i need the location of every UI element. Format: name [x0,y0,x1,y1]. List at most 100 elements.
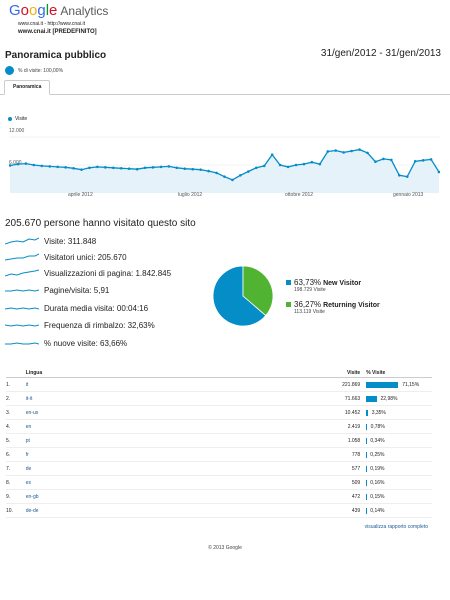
data-point[interactable] [111,166,115,170]
data-point[interactable] [413,159,417,163]
data-point[interactable] [143,166,147,170]
metric-unique-visitors[interactable]: Visitatori unici: 205.670 [5,250,127,264]
pie-slice-returning-visitor[interactable] [242,265,274,317]
pie-legend-new[interactable]: 63,73% New Visitor 198.729 Visite [286,278,361,293]
data-point[interactable] [437,170,440,174]
data-point[interactable] [16,162,20,166]
data-point[interactable] [326,150,330,153]
data-point[interactable] [270,153,274,157]
visitor-type-pie-chart[interactable] [212,265,274,327]
data-point[interactable] [135,167,139,171]
data-point[interactable] [374,160,377,164]
data-point[interactable] [231,178,234,182]
col-header-pct-visits[interactable]: % Visite [366,368,432,378]
table-row[interactable]: 9. en-gb 472 0,15% [6,489,432,504]
data-point[interactable] [104,166,107,169]
language-link[interactable]: es [25,479,32,486]
language-link[interactable]: pt [25,437,30,444]
data-point[interactable] [421,159,425,162]
data-point[interactable] [294,163,298,167]
data-point[interactable] [318,162,322,166]
visits-line-chart[interactable] [9,133,440,193]
data-point[interactable] [88,166,91,170]
language-link[interactable]: fr [25,451,29,458]
language-link[interactable]: de-de [25,507,39,514]
data-point[interactable] [151,166,155,169]
language-link[interactable]: it [25,381,29,388]
metric-visits[interactable]: Visite: 311.848 [5,234,96,248]
table-row[interactable]: 8. es 509 0,16% [6,475,432,490]
data-point[interactable] [302,162,306,166]
date-range[interactable]: 31/gen/2012 - 31/gen/2013 [320,48,441,59]
language-link[interactable]: en-gb [25,493,39,500]
data-point[interactable] [397,173,401,177]
data-point[interactable] [239,173,242,177]
data-point[interactable] [127,167,131,171]
table-row[interactable]: 2. it-it 71.663 22,98% [6,391,432,406]
data-point[interactable] [96,165,99,169]
data-point[interactable] [199,168,202,171]
data-point[interactable] [64,166,67,169]
data-point[interactable] [350,149,353,153]
table-row[interactable]: 1. it 221.869 71,15% [6,377,432,392]
data-point[interactable] [24,162,28,165]
table-row[interactable]: 5. pt 1.058 0,34% [6,433,432,448]
metric-new-visits[interactable]: % nuove visite: 63,66% [5,336,127,350]
table-row[interactable]: 4. en 2.419 0,78% [6,419,432,434]
data-point[interactable] [429,158,433,161]
data-point[interactable] [366,151,369,155]
data-point[interactable] [247,170,250,173]
data-point[interactable] [48,165,52,168]
logo-letter: g [37,2,46,19]
metric-avg-duration[interactable]: Durata media visita: 00:04:16 [5,301,148,315]
google-analytics-logo[interactable]: Google Analytics [9,2,108,19]
data-point[interactable] [56,165,59,169]
data-point[interactable] [32,163,36,167]
data-point[interactable] [167,165,171,168]
data-point[interactable] [334,149,338,152]
metric-pageviews[interactable]: Visualizzazioni di pagina: 1.842.845 [5,266,171,280]
language-link[interactable]: en-us [25,409,39,416]
table-row[interactable]: 6. fr 778 0,25% [6,447,432,462]
language-link[interactable]: de [25,465,32,472]
data-point[interactable] [382,157,385,161]
col-header-language[interactable]: Lingua [25,368,321,378]
data-point[interactable] [175,166,179,170]
logo-letter: l [45,2,50,19]
full-report-link[interactable]: visualizza rapporto completo [364,524,428,530]
data-point[interactable] [286,165,290,169]
metric-bounce-rate[interactable]: Frequenza di rimbalzo: 32,63% [5,318,155,332]
data-point[interactable] [254,166,258,170]
data-point[interactable] [310,160,314,164]
data-point[interactable] [159,165,163,169]
data-point[interactable] [119,166,123,170]
data-point[interactable] [183,167,187,171]
table-row[interactable]: 3. en-us 10.452 3,35% [6,405,432,420]
data-point[interactable] [405,175,409,178]
chart-legend[interactable]: Visite [8,116,27,122]
data-point[interactable] [390,158,393,162]
data-point[interactable] [342,151,345,154]
data-point[interactable] [191,167,195,171]
col-header-visits[interactable]: Visite [320,368,367,378]
pct-value: 22,98% [380,395,398,402]
data-point[interactable] [72,166,75,170]
data-point[interactable] [80,168,83,171]
data-point[interactable] [40,164,44,168]
data-point[interactable] [223,175,226,178]
language-link[interactable]: en [25,423,32,430]
table-row[interactable]: 10. de-de 439 0,14% [6,503,432,518]
data-point[interactable] [262,164,266,168]
sparkline [5,253,39,261]
data-point[interactable] [9,164,12,167]
table-row[interactable]: 7. de 577 0,19% [6,461,432,476]
metric-pages-per-visit[interactable]: Pagine/visita: 5,91 [5,283,109,297]
data-point[interactable] [278,163,282,167]
pie-legend-returning[interactable]: 36,27% Returning Visitor 113.119 Visite [286,300,380,315]
pie-slice-new-visitor[interactable] [212,265,267,327]
tab-panoramica[interactable]: Panoramica [4,80,51,95]
data-point[interactable] [207,169,210,173]
data-point[interactable] [215,171,218,175]
data-point[interactable] [358,148,361,151]
language-link[interactable]: it-it [25,395,33,402]
